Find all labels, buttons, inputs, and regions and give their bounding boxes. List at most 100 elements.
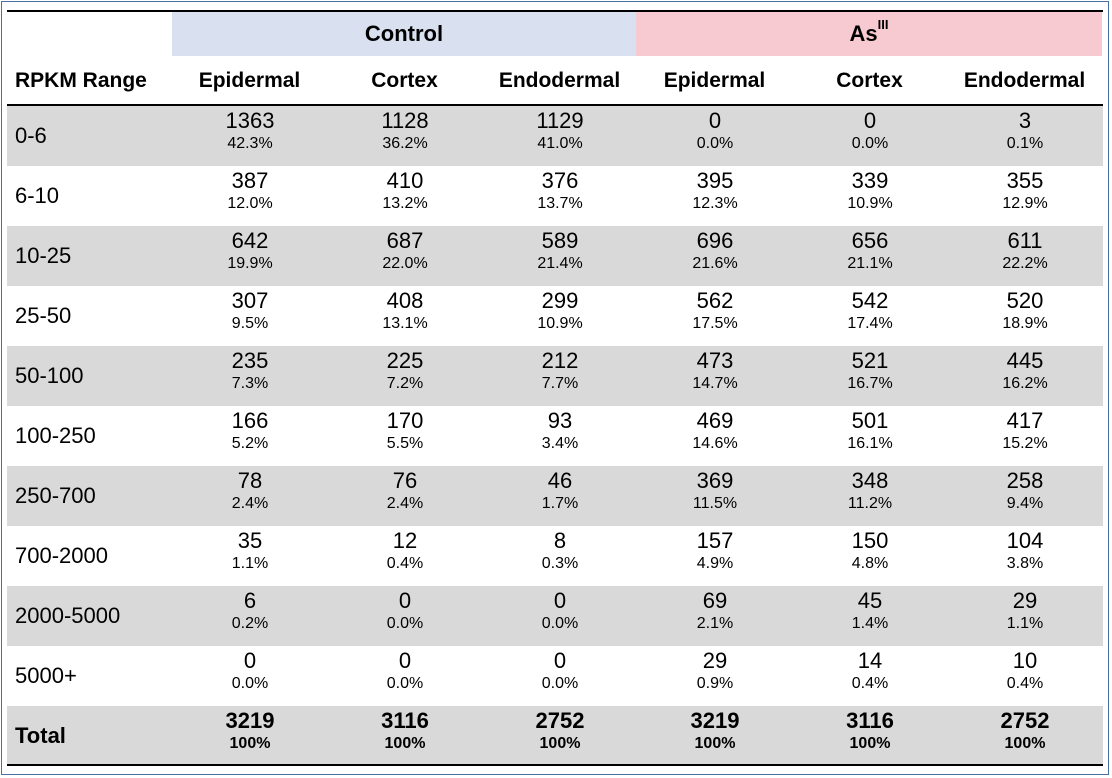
table-cell: 258 9.4%: [955, 470, 1095, 512]
cell-count: 0: [553, 648, 567, 673]
cell-percent: 0.0%: [541, 675, 579, 692]
table-cell: 562 17.5%: [645, 290, 785, 332]
cell-count: 29: [702, 648, 728, 673]
cell-count: 3219: [225, 708, 275, 733]
cell-count: 355: [1006, 168, 1044, 193]
table-cell: 29 0.9%: [645, 650, 785, 692]
group-header-control: Control: [172, 12, 636, 56]
cell-percent: 0.4%: [851, 675, 889, 692]
table-cell: 14 0.4%: [800, 650, 940, 692]
column-header-control-endodermal: Endodermal: [498, 69, 621, 92]
group-label-control: Control: [364, 21, 444, 46]
table-cell: 387 12.0%: [180, 170, 320, 212]
cell-percent: 100%: [694, 735, 736, 752]
row-label: 10-25: [15, 243, 72, 268]
table-cell: 0 0.0%: [335, 650, 475, 692]
table-cell: 104 3.8%: [955, 530, 1095, 572]
cell-count: 3116: [846, 708, 894, 733]
cell-percent: 0.0%: [386, 615, 424, 632]
cell-count: 687: [386, 228, 424, 253]
table-cell: 521 16.7%: [800, 350, 940, 392]
table-cell: 35 1.1%: [180, 530, 320, 572]
cell-count: 0: [708, 108, 722, 133]
cell-count: 501: [851, 408, 889, 433]
table-cell: 8 0.3%: [490, 530, 630, 572]
cell-percent: 21.1%: [847, 255, 893, 272]
cell-count: 1129: [536, 108, 584, 133]
table-cell: 157 4.9%: [645, 530, 785, 572]
table-cell: 93 3.4%: [490, 410, 630, 452]
cell-percent: 14.6%: [692, 435, 738, 452]
cell-count: 0: [553, 588, 567, 613]
cell-percent: 7.7%: [541, 375, 579, 392]
cell-percent: 21.6%: [692, 255, 738, 272]
cell-percent: 0.1%: [1006, 135, 1044, 152]
row-label: 2000-5000: [15, 603, 121, 628]
table-cell: 299 10.9%: [490, 290, 630, 332]
cell-count: 611: [1007, 228, 1043, 253]
group-label-arsenite: AsIII: [849, 17, 889, 46]
cell-count: 417: [1006, 408, 1044, 433]
cell-count: 339: [851, 168, 889, 193]
row-label: 100-250: [15, 423, 96, 448]
cell-percent: 2.4%: [231, 495, 269, 512]
cell-count: 0: [398, 588, 412, 613]
cell-count: 225: [386, 348, 424, 373]
cell-percent: 21.4%: [537, 255, 583, 272]
table-cell: 12 0.4%: [335, 530, 475, 572]
table-row: 25-50 307 9.5% 408 13.1% 299 10.9% 562 17.5% 542 1…: [7, 286, 1103, 346]
cell-percent: 10.9%: [847, 195, 893, 212]
cell-percent: 17.4%: [847, 315, 893, 332]
row-label: 5000+: [15, 663, 77, 688]
cell-count: 445: [1006, 348, 1044, 373]
table-cell: 339 10.9%: [800, 170, 940, 212]
row-label: Total: [15, 723, 66, 748]
cell-count: 166: [231, 408, 269, 433]
table-row: 50-100 235 7.3% 225 7.2% 212 7.7% 473 14.7% 521 16…: [7, 346, 1103, 406]
cell-count: 150: [851, 528, 889, 553]
cell-percent: 5.2%: [231, 435, 269, 452]
table-cell: 473 14.7%: [645, 350, 785, 392]
column-header-as-endodermal: Endodermal: [963, 69, 1086, 92]
cell-count: 408: [386, 288, 424, 313]
table-cell: 3 0.1%: [955, 110, 1095, 152]
table-cell: 170 5.5%: [335, 410, 475, 452]
table-cell: 469 14.6%: [645, 410, 785, 452]
table-row: 2000-5000 6 0.2% 0 0.0% 0 0.0% 69 2.1% 45 1.4% 29 1.…: [7, 586, 1103, 646]
cell-count: 387: [231, 168, 269, 193]
cell-percent: 0.0%: [386, 675, 424, 692]
cell-count: 29: [1012, 588, 1038, 613]
cell-count: 8: [553, 528, 567, 553]
cell-count: 642: [231, 228, 269, 253]
table-cell: 76 2.4%: [335, 470, 475, 512]
table-cell: 166 5.2%: [180, 410, 320, 452]
table-cell: 69 2.1%: [645, 590, 785, 632]
column-header-control-cortex: Cortex: [371, 69, 438, 92]
cell-percent: 13.7%: [537, 195, 583, 212]
cell-count: 696: [696, 228, 734, 253]
cell-percent: 12.3%: [692, 195, 738, 212]
table-cell: 408 13.1%: [335, 290, 475, 332]
table-cell: 0 0.0%: [490, 590, 630, 632]
table-cell: 348 11.2%: [800, 470, 940, 512]
cell-percent: 3.8%: [1006, 555, 1044, 572]
cell-count: 395: [696, 168, 734, 193]
cell-percent: 16.1%: [847, 435, 893, 452]
table-cell: 78 2.4%: [180, 470, 320, 512]
cell-percent: 13.1%: [382, 315, 428, 332]
table-cell: 520 18.9%: [955, 290, 1095, 332]
table-cell: 6 0.2%: [180, 590, 320, 632]
cell-count: 93: [547, 408, 573, 433]
cell-percent: 100%: [539, 735, 581, 752]
cell-percent: 10.9%: [537, 315, 583, 332]
table-cell: 2752 100%: [955, 710, 1095, 752]
cell-count: 376: [541, 168, 579, 193]
row-label: 6-10: [15, 183, 60, 208]
column-header-control-epidermal: Epidermal: [198, 69, 301, 92]
cell-percent: 100%: [384, 735, 426, 752]
cell-count: 521: [851, 348, 889, 373]
cell-percent: 1.1%: [1006, 615, 1044, 632]
cell-count: 76: [392, 468, 418, 493]
table-row: 250-700 78 2.4% 76 2.4% 46 1.7% 369 11.5% 348 11.2…: [7, 466, 1103, 526]
